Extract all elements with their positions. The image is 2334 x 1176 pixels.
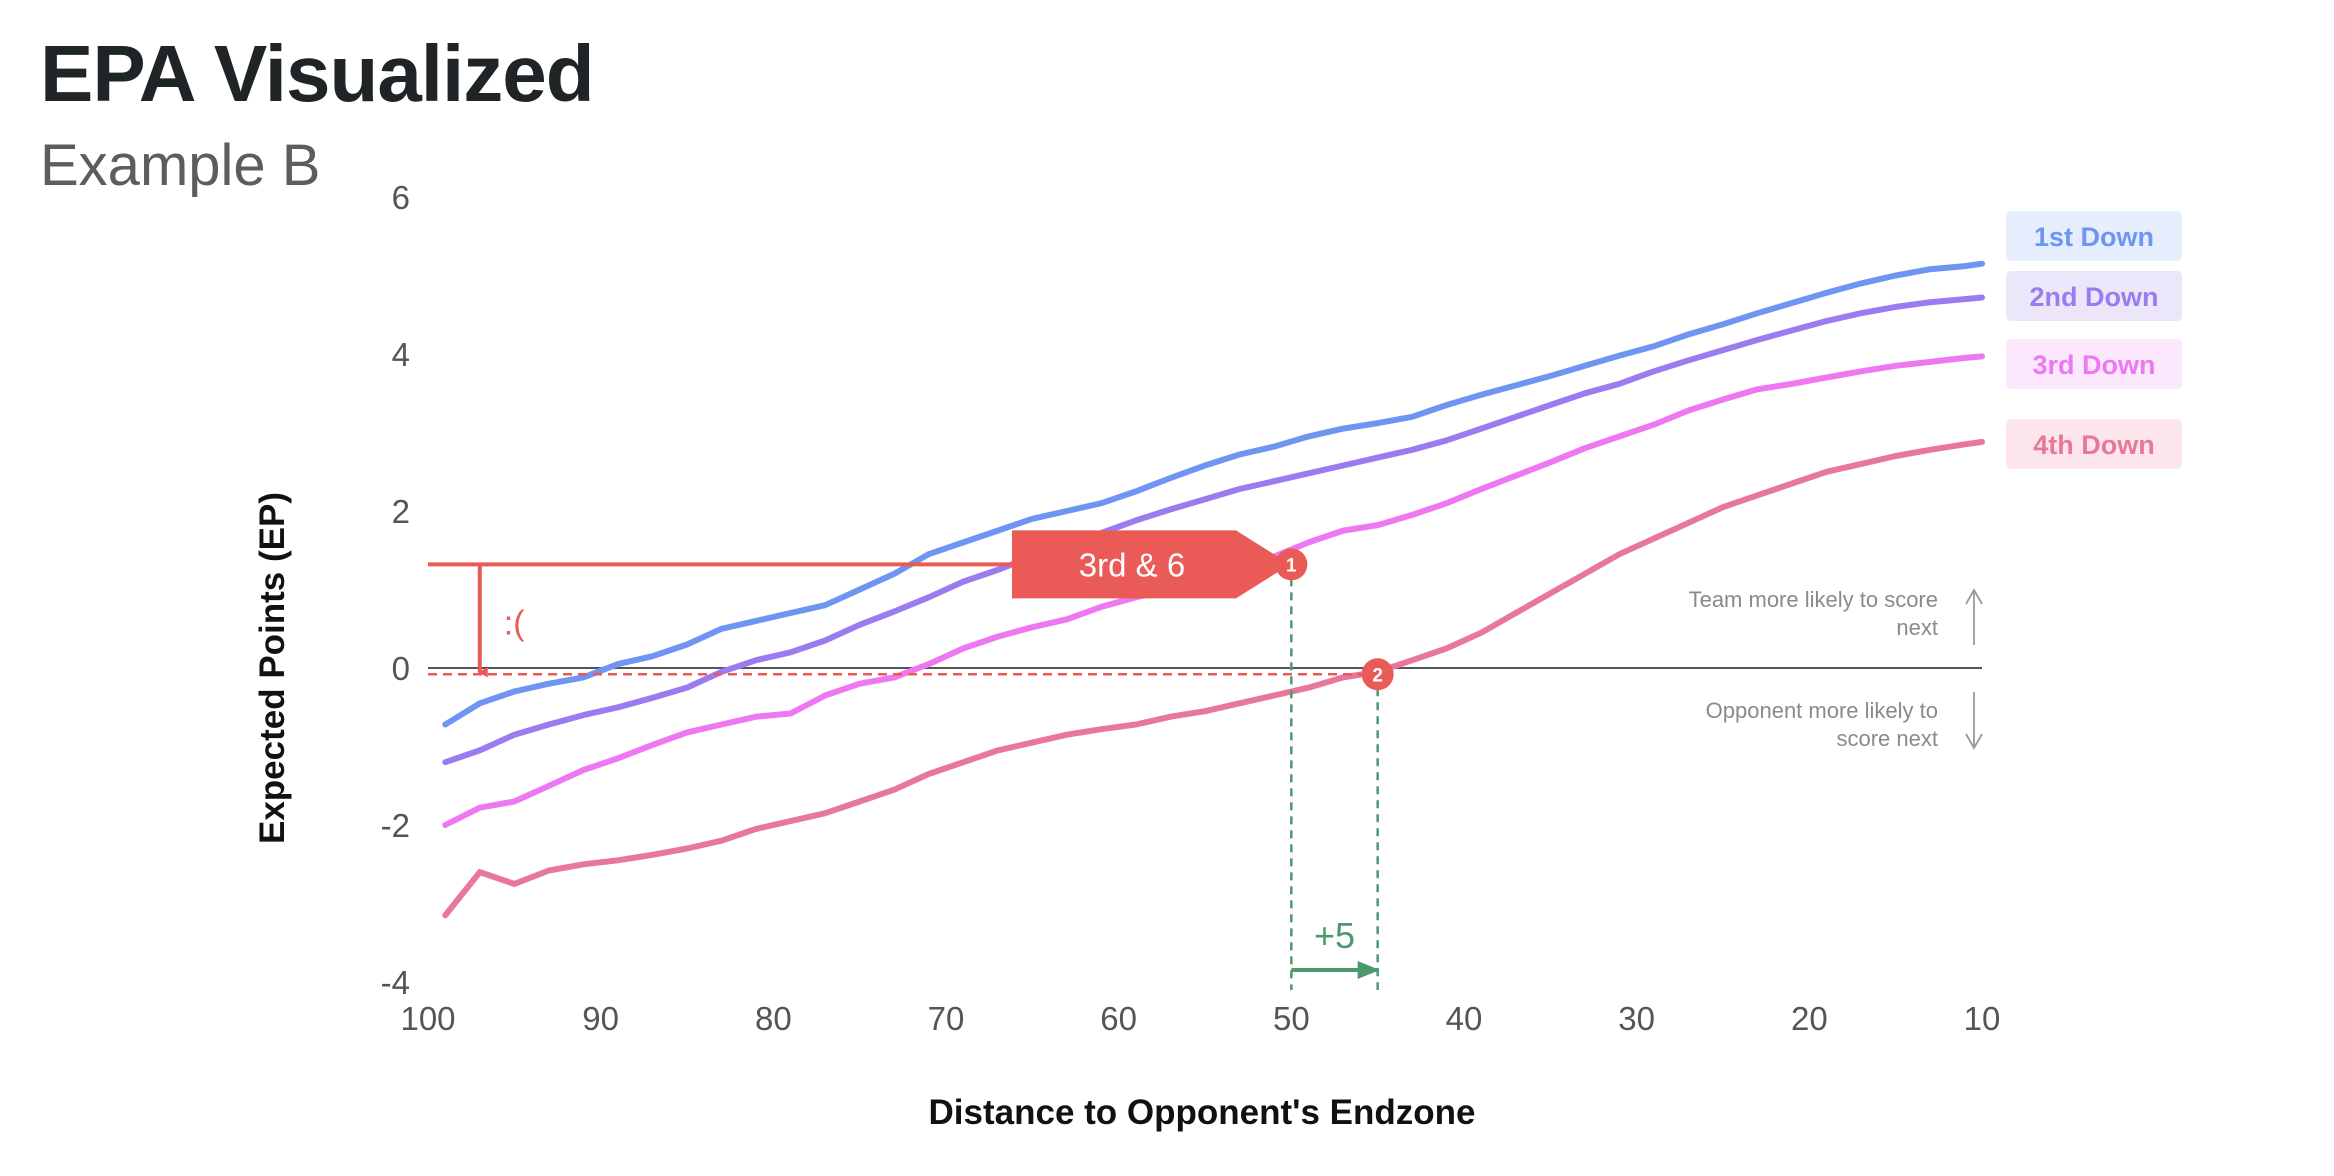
legend-item-3: 3rd Down — [2006, 339, 2182, 389]
opp-likely-note-line2: score next — [1837, 726, 1939, 751]
series-line-2 — [442, 294, 1985, 766]
y-tick-label: 2 — [392, 493, 410, 530]
marker-1 — [1275, 548, 1308, 581]
legend-item-4: 4th Down — [2006, 419, 2182, 469]
legend-label: 4th Down — [2033, 430, 2155, 460]
legend-swatch — [2006, 211, 2182, 261]
x-tick-label: 100 — [400, 1000, 455, 1037]
page-title: EPA Visualized — [40, 29, 595, 118]
x-tick-label: 60 — [1100, 1000, 1137, 1037]
y-tick-label: 6 — [392, 179, 410, 216]
legend-item-2: 2nd Down — [2006, 271, 2182, 321]
x-tick-label: 30 — [1618, 1000, 1655, 1037]
marker-2 — [1361, 658, 1394, 691]
opp-likely-note-line1: Opponent more likely to — [1706, 698, 1938, 723]
x-tick-label: 80 — [755, 1000, 792, 1037]
y-tick-label: 0 — [392, 650, 410, 687]
legend-swatch — [2006, 419, 2182, 469]
x-tick-label: 40 — [1446, 1000, 1483, 1037]
x-axis-label: Distance to Opponent's Endzone — [929, 1093, 1476, 1132]
team-likely-note-line1: Team more likely to score — [1689, 587, 1938, 612]
legend-item-1: 1st Down — [2006, 211, 2182, 261]
x-tick-label: 10 — [1964, 1000, 2001, 1037]
y-axis-label: Expected Points (EP) — [253, 492, 292, 844]
x-tick-label: 70 — [928, 1000, 965, 1037]
y-tick-label: -4 — [381, 964, 410, 1001]
page-subtitle: Example B — [40, 133, 321, 198]
callout-label: 3rd & 6 — [1079, 546, 1185, 583]
series-line-1 — [442, 260, 1985, 728]
series-line-4 — [442, 438, 1985, 919]
marker-1-label: 1 — [1286, 555, 1297, 576]
team-likely-note-line2: next — [1896, 615, 1938, 640]
legend-label: 2nd Down — [2030, 282, 2159, 312]
x-tick-label: 90 — [582, 1000, 619, 1037]
down-arrow-icon — [1965, 692, 1983, 750]
x-tick-label: 50 — [1273, 1000, 1310, 1037]
down-distance-callout — [1012, 530, 1290, 599]
legend-swatch — [2006, 271, 2182, 321]
x-tick-label: 20 — [1791, 1000, 1828, 1037]
y-tick-label: -2 — [381, 807, 410, 844]
up-arrow-icon — [1965, 588, 1983, 645]
marker-2-label: 2 — [1372, 665, 1383, 686]
legend-swatch — [2006, 339, 2182, 389]
legend-label: 1st Down — [2034, 222, 2154, 252]
sad-face-label: :( — [504, 604, 525, 642]
gain-label: +5 — [1314, 915, 1355, 956]
legend-label: 3rd Down — [2032, 350, 2155, 380]
y-tick-label: 4 — [392, 336, 410, 373]
